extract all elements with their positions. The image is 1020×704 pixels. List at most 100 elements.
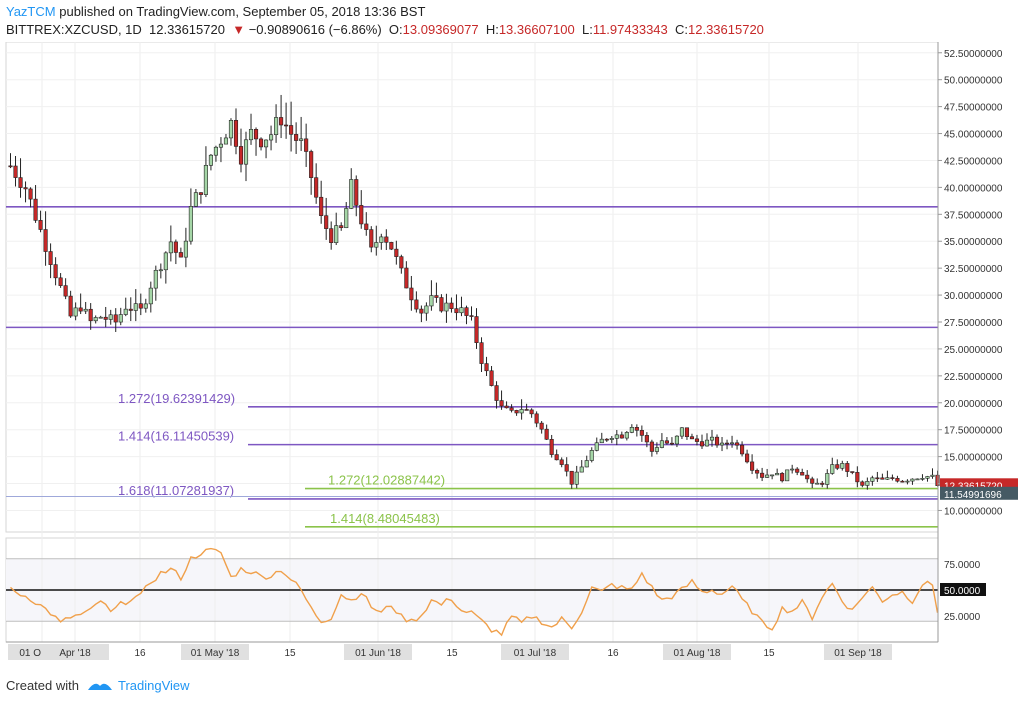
candle-body <box>319 196 324 216</box>
candle <box>218 137 224 163</box>
candle <box>519 399 524 420</box>
author-link[interactable]: YazTCM <box>6 4 56 19</box>
y-tick-label: 27.50000000 <box>944 318 1003 329</box>
close-value: 12.33615720 <box>688 22 764 37</box>
candle <box>840 460 845 471</box>
candle-body <box>840 463 845 469</box>
candle <box>709 429 715 447</box>
y-tick-label: 42.50000000 <box>944 156 1003 167</box>
grid <box>5 42 939 643</box>
rsi-tag-bg <box>940 583 986 596</box>
tradingview-link[interactable]: TradingView <box>118 678 190 693</box>
candle <box>905 479 910 485</box>
candle <box>609 436 614 444</box>
candle <box>544 424 549 440</box>
y-tick-label: 52.50000000 <box>944 49 1003 60</box>
candle <box>173 239 178 265</box>
candle-body <box>449 302 454 309</box>
y-tick-label: 15.00000000 <box>944 453 1003 464</box>
candle-body <box>359 205 364 225</box>
candle <box>38 210 43 233</box>
candle-body <box>489 370 494 386</box>
candle-body <box>584 460 589 468</box>
candle <box>334 212 339 246</box>
y-tick-label: 30.00000000 <box>944 291 1003 302</box>
candle-body <box>324 215 329 229</box>
candle-body <box>549 439 554 455</box>
candle <box>274 104 279 143</box>
candle-body <box>740 444 745 455</box>
candle-body <box>484 363 489 372</box>
candle <box>429 280 434 311</box>
candle <box>735 439 740 450</box>
candle-body <box>409 287 414 301</box>
candle-body <box>544 428 549 440</box>
candle-body <box>800 472 805 476</box>
candle <box>279 94 284 139</box>
x-tick-label: 01 Jul '18 <box>514 648 557 659</box>
candle-body <box>223 137 229 145</box>
candle-body <box>113 314 118 323</box>
candle <box>780 472 785 483</box>
candle <box>183 227 188 268</box>
candle <box>624 431 629 441</box>
candle-body <box>309 151 314 178</box>
candle-body <box>870 477 875 482</box>
candle <box>98 315 103 319</box>
candle <box>434 282 439 303</box>
candle <box>689 433 695 440</box>
candle <box>775 468 780 476</box>
candle-body <box>243 139 249 165</box>
candle-body <box>760 472 765 478</box>
candle <box>880 473 885 480</box>
candle-body <box>775 473 780 476</box>
candle <box>679 427 684 440</box>
high-value: 13.36607100 <box>498 22 575 37</box>
candle <box>659 433 664 449</box>
candle-body <box>168 241 173 254</box>
candle <box>158 263 163 279</box>
candle <box>108 309 113 325</box>
x-tick-label: 16 <box>134 648 146 659</box>
candle <box>755 468 760 479</box>
candle-body <box>820 482 825 485</box>
candle-body <box>88 308 93 322</box>
candle-body <box>73 307 78 317</box>
rsi-panel <box>6 547 939 637</box>
candle <box>469 306 474 321</box>
candle <box>664 437 669 445</box>
candle <box>885 470 890 480</box>
candle-body <box>138 303 143 309</box>
candle <box>213 145 219 162</box>
candle-body <box>569 470 574 485</box>
candle-body <box>574 471 579 485</box>
candle <box>474 308 479 349</box>
candle-body <box>920 478 925 480</box>
price-chart[interactable]: 1.272(19.62391429) 1.414(16.11450539) 1.27… <box>0 42 1020 670</box>
candle <box>699 434 705 449</box>
candle-body <box>68 295 73 317</box>
candle-body <box>394 248 399 257</box>
candle <box>123 297 128 317</box>
candle <box>654 442 659 455</box>
candle-body <box>855 472 860 483</box>
candle <box>740 441 745 457</box>
candle <box>233 108 239 155</box>
candle-body <box>609 438 614 440</box>
candle-body <box>263 139 269 148</box>
candles <box>8 94 940 490</box>
candle-body <box>935 474 940 486</box>
candle <box>228 118 234 146</box>
candle-body <box>98 316 103 319</box>
candle-body <box>63 285 68 297</box>
candle-body <box>464 307 469 316</box>
candle <box>319 180 324 224</box>
candle <box>309 149 314 195</box>
candle <box>459 296 464 317</box>
candle <box>58 273 63 288</box>
candle <box>284 102 289 139</box>
candle-body <box>539 422 544 430</box>
candle-body <box>825 473 830 485</box>
candle-body <box>253 129 259 140</box>
candle <box>694 434 700 446</box>
